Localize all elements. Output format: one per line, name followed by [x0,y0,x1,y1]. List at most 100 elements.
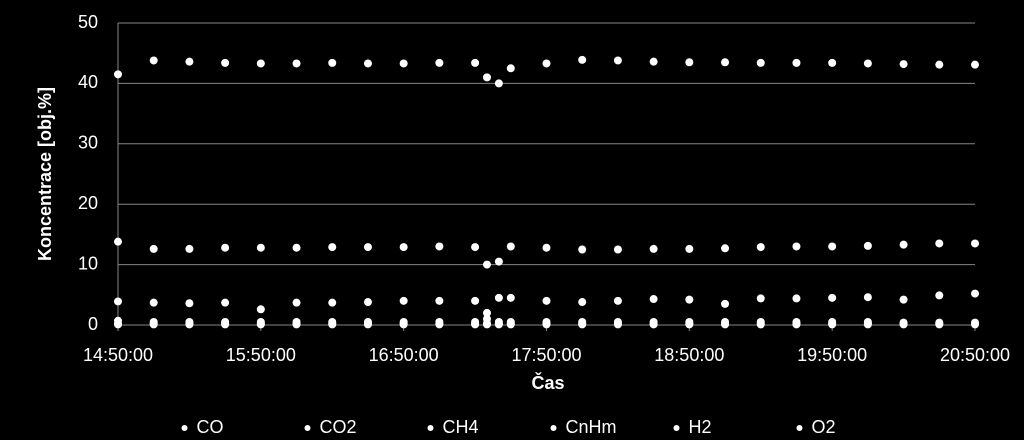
data-point [221,58,230,67]
data-point [685,58,694,67]
data-point [185,244,194,253]
data-point [506,320,515,329]
x-tick-label: 14:50:00 [83,345,153,365]
data-point [935,239,944,248]
data-point [471,243,480,252]
data-point [471,58,480,67]
y-tick-label: 30 [78,133,98,153]
y-tick-label: 10 [78,253,98,273]
x-tick-label: 20:50:00 [940,345,1010,365]
data-point [328,320,337,329]
data-point [542,296,551,305]
data-point [482,73,491,82]
data-point [363,298,372,307]
data-point [292,298,301,307]
data-point [792,58,801,67]
data-point [435,296,444,305]
x-tick-label: 18:50:00 [654,345,724,365]
data-point [114,237,122,246]
data-point [721,320,730,329]
data-point [114,320,122,329]
y-tick-label: 0 [88,314,98,334]
legend-marker [304,425,311,431]
data-point [971,60,979,69]
data-point [578,55,587,64]
data-point [863,320,872,329]
data-point [649,244,658,253]
data-point [542,320,551,329]
y-tick-label: 50 [78,12,98,32]
data-point [792,294,801,303]
data-point [185,320,194,329]
legend-marker [427,425,434,431]
legend-marker [550,425,557,431]
data-point [506,242,515,251]
y-axis-label: Koncentrace [obj.%] [35,87,55,261]
data-point [613,245,622,254]
data-point [363,320,372,329]
data-point [494,293,503,302]
data-point [471,296,480,305]
data-point [899,240,908,249]
data-point [328,298,337,307]
legend-label: CnHm [566,417,617,437]
data-point [256,305,265,314]
data-point [435,320,444,329]
data-point [221,320,230,329]
data-point [863,59,872,68]
data-point [721,58,730,67]
data-point [935,320,944,329]
data-point [685,320,694,329]
x-tick-label: 17:50:00 [511,345,581,365]
data-point [756,320,765,329]
data-point [542,243,551,252]
data-point [542,59,551,68]
data-point [863,241,872,250]
data-point [756,58,765,67]
data-point [863,293,872,302]
data-point [149,244,158,253]
data-point [482,260,491,269]
data-point [292,320,301,329]
x-tick-label: 16:50:00 [369,345,439,365]
data-point [399,59,408,68]
data-point [649,320,658,329]
data-point [494,257,503,266]
data-point [578,245,587,254]
data-point [721,244,730,253]
data-point [935,60,944,69]
data-point [613,56,622,65]
data-point [578,298,587,307]
data-point [399,320,408,329]
data-point [756,243,765,252]
data-point [899,60,908,69]
data-point [828,242,837,251]
data-point [292,59,301,68]
x-tick-label: 19:50:00 [797,345,867,365]
data-point [613,296,622,305]
data-point [185,57,194,66]
data-point [494,79,503,88]
data-point [435,242,444,251]
data-point [828,58,837,67]
data-point [328,58,337,67]
legend-label: O2 [812,417,836,437]
data-point [971,289,979,298]
data-point [613,320,622,329]
data-point [399,243,408,252]
y-tick-label: 40 [78,72,98,92]
data-point [494,320,503,329]
data-point [256,320,265,329]
data-point [649,295,658,304]
data-point [482,314,491,323]
data-point [363,243,372,252]
data-point [792,320,801,329]
data-point [649,57,658,66]
data-point [899,295,908,304]
data-point [328,243,337,252]
data-point [685,244,694,253]
data-point [114,297,122,306]
y-tick-label: 20 [78,193,98,213]
